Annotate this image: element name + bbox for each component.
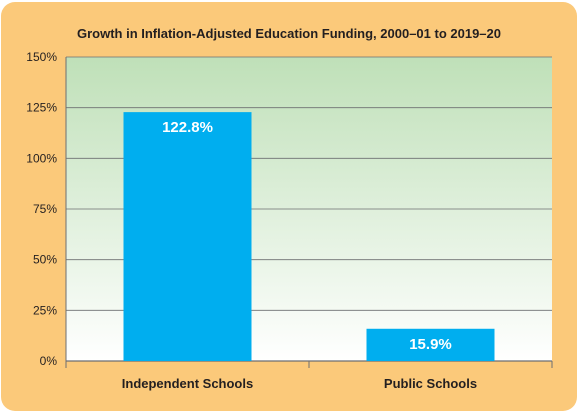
y-tick-label: 50% xyxy=(33,253,57,267)
bar-value-label: 122.8% xyxy=(162,119,213,136)
bar xyxy=(123,112,252,361)
y-tick-label: 75% xyxy=(33,202,57,216)
x-category-label: Independent Schools xyxy=(122,376,253,391)
y-tick-label: 125% xyxy=(26,101,57,115)
bar xyxy=(366,328,495,361)
y-tick-label: 100% xyxy=(26,151,57,165)
y-tick-label: 25% xyxy=(33,303,57,317)
y-tick-label: 150% xyxy=(26,50,57,64)
chart-title: Growth in Inflation-Adjusted Education F… xyxy=(76,26,501,41)
y-tick-label: 0% xyxy=(40,354,58,368)
x-category-label: Public Schools xyxy=(384,376,477,391)
bar-value-label: 15.9% xyxy=(409,336,452,353)
